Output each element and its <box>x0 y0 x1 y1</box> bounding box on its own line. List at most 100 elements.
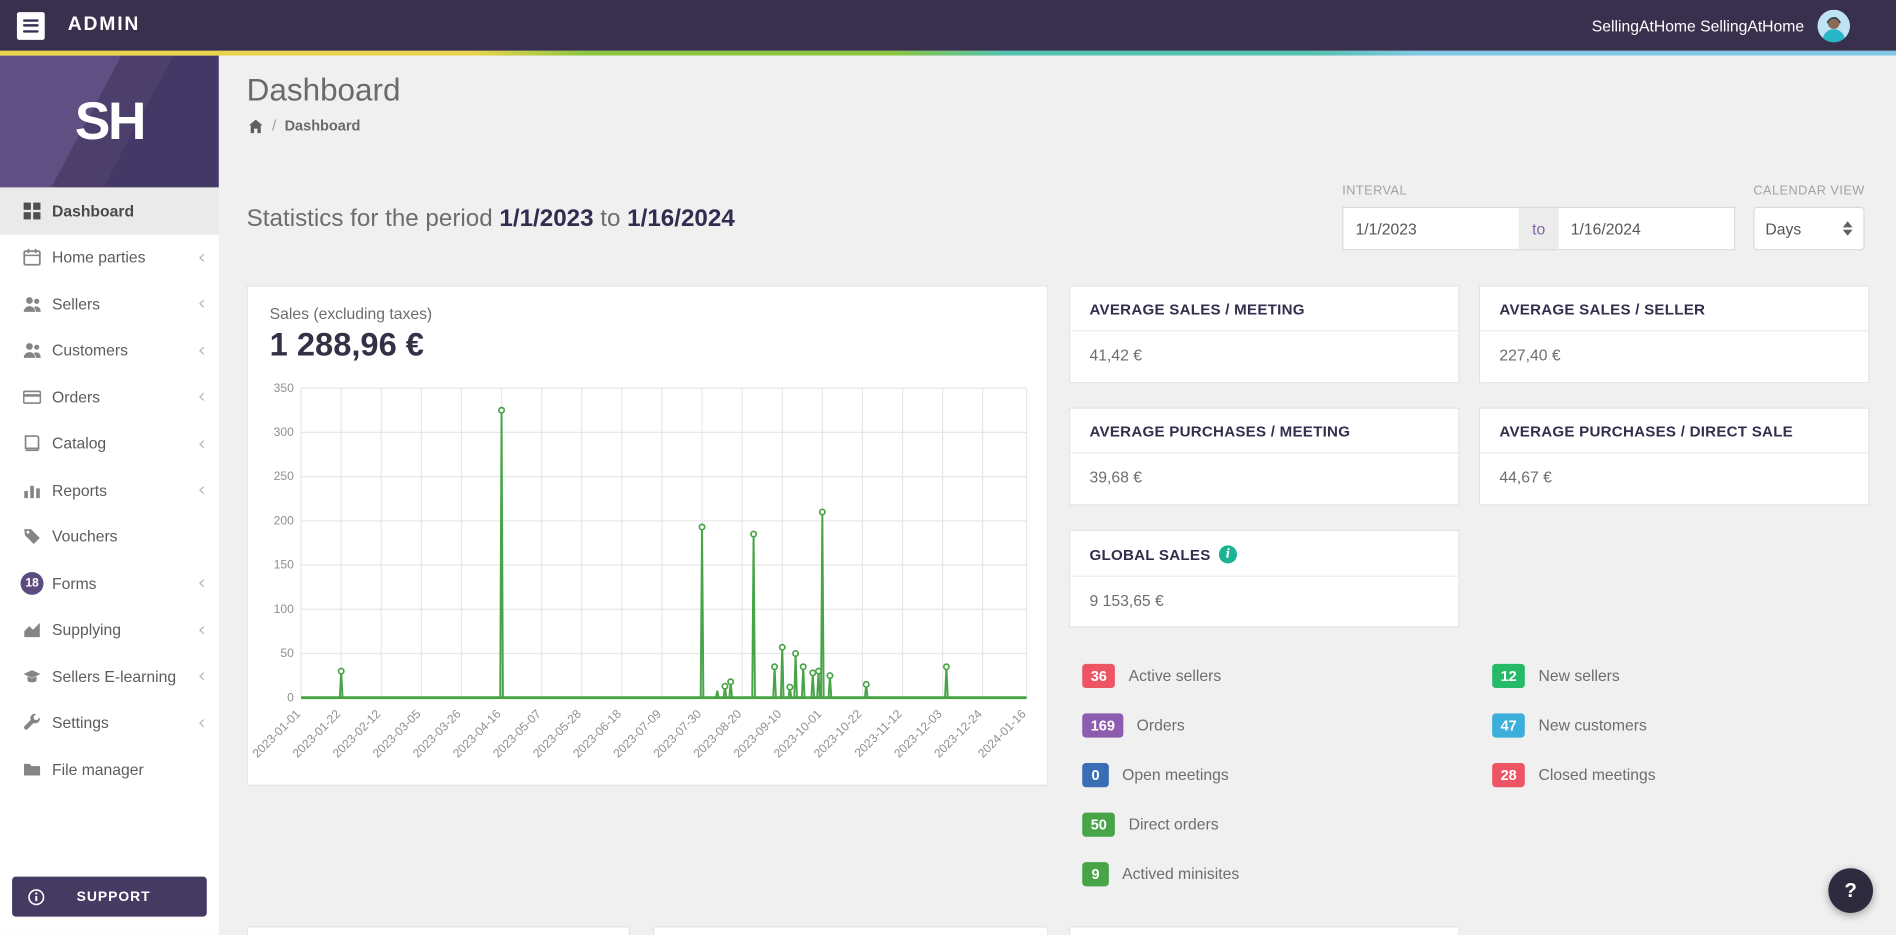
counter-badge: 36 <box>1082 663 1116 688</box>
counter-badge: 0 <box>1082 762 1109 787</box>
calendar-view-select[interactable]: Days <box>1753 206 1865 251</box>
counter-label: Orders <box>1136 715 1185 734</box>
info-icon[interactable]: i <box>1218 545 1238 564</box>
admin-logo: ADMIN <box>67 14 141 36</box>
counter-label: Closed meetings <box>1538 765 1656 784</box>
counters: 36 Active sellers 169 Orders 0 Open meetings 5… <box>1069 651 1869 899</box>
sidebar-item-vouchers[interactable]: Vouchers <box>0 513 219 560</box>
chevron-left-icon: ‹ <box>197 338 206 362</box>
chevron-left-icon: ‹ <box>197 431 206 455</box>
counter-open-meetings: 0 Open meetings <box>1082 750 1459 800</box>
date-from-input[interactable] <box>1342 206 1519 251</box>
calendar-icon <box>23 248 41 266</box>
counter-label: Active sellers <box>1128 666 1222 685</box>
user-name[interactable]: SellingAtHome SellingAtHome <box>1591 16 1805 35</box>
counters-left: 36 Active sellers 169 Orders 0 Open meetings 5… <box>1069 651 1460 899</box>
forms-count-badge: 18 <box>20 571 44 595</box>
sidebar-item-supplying[interactable]: Supplying ‹ <box>0 606 219 653</box>
counter-label: New sellers <box>1538 666 1620 685</box>
sidebar-nav: Dashboard Home parties ‹ Sellers ‹ Customers ‹… <box>0 187 219 792</box>
counter-new-sellers: 12 New sellers <box>1492 651 1869 701</box>
sales-chart-card: Sales (excluding taxes) 1 288,96 € 0 50 10… <box>246 285 1049 786</box>
sidebar-item-sellers-e-learning[interactable]: Sellers E-learning ‹ <box>0 653 219 700</box>
sidebar-item-customers[interactable]: Customers ‹ <box>0 327 219 374</box>
sidebar-item-dashboard[interactable]: Dashboard <box>0 187 219 234</box>
sidebar-item-catalog[interactable]: Catalog ‹ <box>0 420 219 467</box>
counter-orders: 169 Orders <box>1082 700 1459 750</box>
calendar-view-label: CALENDAR VIEW <box>1753 183 1865 199</box>
sidebar-item-label: Supplying <box>51 620 122 639</box>
partial-card <box>246 926 630 935</box>
kpi-card-value: 41,42 € <box>1089 345 1142 364</box>
sidebar-item-sellers[interactable]: Sellers ‹ <box>0 281 219 328</box>
counter-badge: 28 <box>1492 762 1526 787</box>
counter-closed-meetings: 28 Closed meetings <box>1492 750 1869 800</box>
stats-date-from: 1/1/2023 <box>499 205 594 233</box>
sidebar-item-label: Catalog <box>51 434 107 453</box>
counter-direct-orders: 50 Direct orders <box>1082 799 1459 849</box>
svg-text:50: 50 <box>280 646 294 660</box>
home-icon[interactable] <box>248 118 264 134</box>
support-button[interactable]: SUPPORT <box>12 876 207 917</box>
breadcrumb: / Dashboard <box>248 117 360 134</box>
kpi-grid: AVERAGE SALES / MEETING 41,42 € AVERAGE SA… <box>1068 285 1870 628</box>
select-arrows-icon <box>1842 221 1853 236</box>
wrench-icon <box>23 714 41 732</box>
counter-label: Open meetings <box>1122 765 1229 784</box>
svg-text:250: 250 <box>274 469 294 483</box>
kpi-card-value: 227,40 € <box>1499 345 1561 364</box>
sidebar-item-label: Dashboard <box>51 201 135 220</box>
counter-badge: 9 <box>1082 861 1109 886</box>
svg-text:100: 100 <box>274 602 294 616</box>
counter-label: Actived minisites <box>1122 864 1240 883</box>
grid-icon <box>23 202 41 220</box>
help-button[interactable]: ? <box>1828 868 1874 913</box>
kpi-card-title: AVERAGE SALES / MEETING <box>1070 287 1459 332</box>
interval-filter: INTERVAL to <box>1342 183 1736 251</box>
logo-text: SH <box>74 91 146 151</box>
main-content: Dashboard / Dashboard Statistics for the… <box>218 55 1896 935</box>
kpi-card-average-sales-meeting: AVERAGE SALES / MEETING 41,42 € <box>1068 285 1460 384</box>
bars-icon <box>23 481 41 499</box>
chevron-left-icon: ‹ <box>197 384 206 408</box>
info-icon <box>28 888 45 905</box>
counter-badge: 12 <box>1492 663 1526 688</box>
sidebar-item-label: Vouchers <box>51 527 118 546</box>
menu-toggle-button[interactable] <box>16 11 45 40</box>
users-icon <box>23 295 41 313</box>
sidebar-item-label: File manager <box>51 760 144 779</box>
sidebar-item-label: Settings <box>51 713 109 732</box>
sidebar-item-forms[interactable]: 18 Forms ‹ <box>0 560 219 607</box>
interval-label: INTERVAL <box>1342 183 1407 199</box>
sidebar-logo: SH <box>0 55 219 188</box>
user-avatar-icon[interactable] <box>1817 9 1851 42</box>
sidebar-item-file-manager[interactable]: File manager <box>0 746 219 793</box>
sidebar-item-settings[interactable]: Settings ‹ <box>0 700 219 747</box>
sidebar: SH Dashboard Home parties ‹ Sellers ‹ Custome… <box>0 55 219 935</box>
topbar: ADMIN SellingAtHome SellingAtHome <box>0 0 1896 51</box>
counter-badge: 169 <box>1082 712 1124 738</box>
svg-text:2024-01-16: 2024-01-16 <box>975 707 1029 761</box>
sidebar-item-home-parties[interactable]: Home parties ‹ <box>0 234 219 281</box>
date-to-input[interactable] <box>1558 206 1736 251</box>
sidebar-item-label: Forms <box>51 574 97 593</box>
topbar-right: SellingAtHome SellingAtHome <box>1592 9 1896 42</box>
counter-new-customers: 47 New customers <box>1492 700 1869 750</box>
tag-icon <box>23 528 41 546</box>
kpi-card-value: 9 153,65 € <box>1089 591 1164 610</box>
kpi-card-average-purchases-meeting: AVERAGE PURCHASES / MEETING 39,68 € <box>1068 407 1460 506</box>
kpi-card-value: 39,68 € <box>1089 467 1142 487</box>
sales-line-chart: 0501001502002503003502023-01-012023-01-2… <box>250 381 1029 761</box>
sidebar-item-orders[interactable]: Orders ‹ <box>0 374 219 421</box>
chevron-left-icon: ‹ <box>197 664 206 688</box>
sidebar-item-reports[interactable]: Reports ‹ <box>0 467 219 514</box>
svg-text:300: 300 <box>274 425 294 439</box>
chart-title: Sales (excluding taxes) <box>269 304 433 323</box>
breadcrumb-item[interactable]: Dashboard <box>284 117 361 135</box>
calendar-view-value: Days <box>1765 219 1802 238</box>
counter-label: Direct orders <box>1128 815 1219 834</box>
area-icon <box>23 621 41 639</box>
svg-text:150: 150 <box>274 558 294 572</box>
kpi-card-title: AVERAGE PURCHASES / DIRECT SALE <box>1480 409 1869 454</box>
accent-stripe <box>0 50 1896 56</box>
